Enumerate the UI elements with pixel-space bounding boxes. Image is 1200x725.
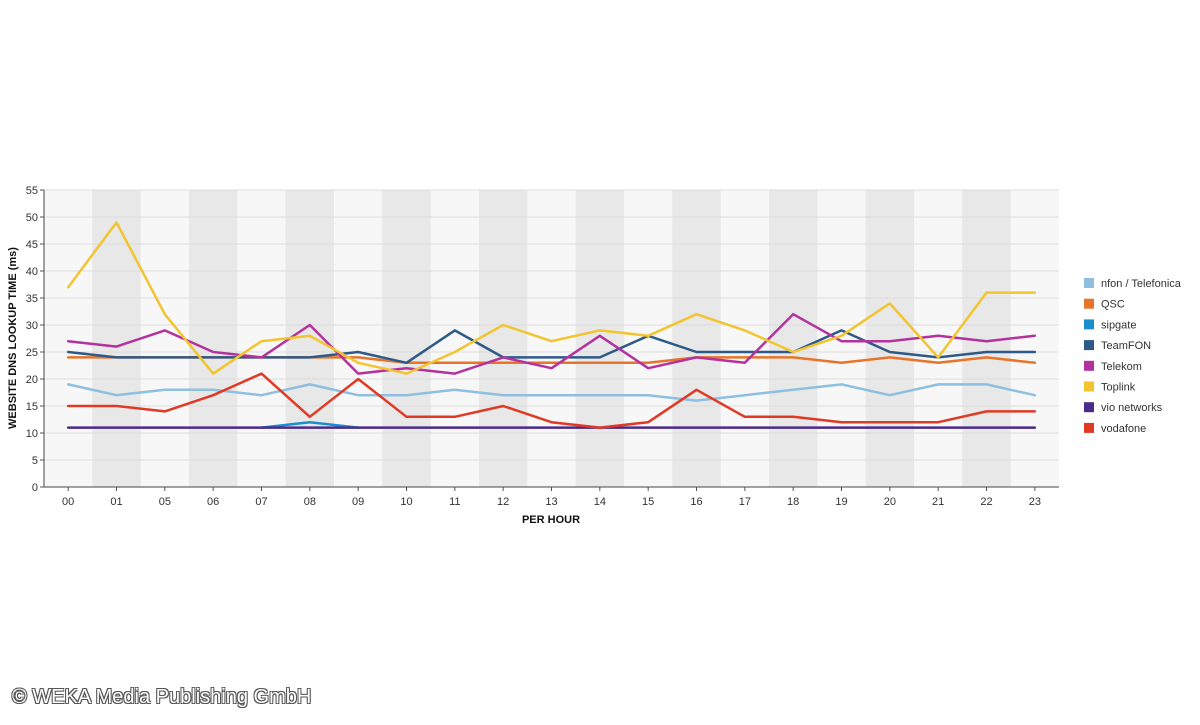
y-axis-title: WEBSITE DNS LOOKUP TIME (ms) (7, 247, 19, 429)
legend-label-sipgate: sipgate (1101, 319, 1136, 331)
column-band (769, 190, 818, 487)
x-tick-label: 00 (62, 496, 74, 508)
legend-label-nfon-telefonica: nfon / Telefonica (1101, 278, 1182, 290)
x-tick-label: 06 (207, 496, 219, 508)
x-tick-label: 07 (255, 496, 267, 508)
x-tick-label: 10 (400, 496, 412, 508)
y-tick-label: 5 (32, 455, 38, 467)
legend-label-qsc: QSC (1101, 299, 1125, 311)
series-line-vodafone (66, 372, 1037, 429)
x-tick-label: 16 (690, 496, 702, 508)
x-tick-label: 11 (449, 496, 460, 508)
x-tick-label: 08 (304, 496, 316, 508)
legend-swatch-toplink (1084, 381, 1094, 392)
series-line-sipgate (260, 420, 360, 429)
x-tick-label: 05 (159, 496, 171, 508)
series-line-telekom (66, 312, 1037, 375)
y-axis-ticks: 0 5 10 15 20 25 30 35 40 45 50 55 (26, 185, 44, 494)
y-tick-label: 40 (26, 266, 38, 278)
legend-swatch-vio-networks (1084, 402, 1094, 413)
column-band (92, 190, 141, 487)
legend: nfon / Telefonica QSC sipgate TeamFON Teleko… (1084, 278, 1182, 435)
x-tick-label: 15 (642, 496, 654, 508)
legend-swatch-nfon-telefonica (1084, 278, 1094, 288)
x-axis-title: PER HOUR (522, 514, 580, 526)
x-tick-label: 19 (835, 496, 847, 508)
series-line-nfon-telefonica (66, 383, 1037, 402)
x-tick-label: 17 (739, 496, 751, 508)
x-tick-label: 01 (110, 496, 122, 508)
y-tick-label: 10 (26, 428, 38, 440)
series-lines (66, 221, 1037, 429)
x-tick-label: 09 (352, 496, 364, 508)
legend-swatch-teamfon (1084, 340, 1094, 351)
y-tick-label: 25 (26, 347, 38, 359)
y-tick-label: 35 (26, 293, 38, 305)
column-band (575, 190, 624, 487)
y-tick-label: 0 (32, 482, 38, 494)
legend-swatch-qsc (1084, 298, 1094, 309)
column-band (479, 190, 528, 487)
legend-label-vio-networks: vio networks (1101, 402, 1163, 414)
x-tick-label: 12 (497, 496, 509, 508)
series-line-teamfon (66, 329, 1037, 365)
legend-label-toplink: Toplink (1101, 382, 1136, 394)
series-line-toplink (66, 221, 1037, 375)
column-band (382, 190, 431, 487)
y-tick-label: 15 (26, 401, 38, 413)
x-tick-label: 20 (884, 496, 896, 508)
legend-label-teamfon: TeamFON (1101, 340, 1151, 352)
y-tick-label: 50 (26, 212, 38, 224)
y-tick-label: 55 (26, 185, 38, 197)
y-tick-label: 30 (26, 320, 38, 332)
x-tick-label: 14 (594, 496, 606, 508)
x-tick-label: 21 (932, 496, 944, 508)
y-tick-label: 20 (26, 374, 38, 386)
x-tick-label: 23 (1029, 496, 1041, 508)
x-tick-label: 13 (545, 496, 557, 508)
legend-label-telekom: Telekom (1101, 361, 1142, 373)
copyright-watermark: © WEKA Media Publishing GmbH (12, 686, 312, 708)
column-band (672, 190, 721, 487)
column-band (189, 190, 238, 487)
legend-label-vodafone: vodafone (1101, 423, 1146, 435)
legend-swatch-vodafone (1084, 422, 1094, 433)
x-axis-ticks: 00 01 05 06 07 08 09 10 11 12 13 14 15 16 17 18 19 20 21 22… (62, 487, 1041, 508)
x-tick-label: 22 (980, 496, 992, 508)
y-tick-label: 45 (26, 239, 38, 251)
x-tick-label: 18 (787, 496, 799, 508)
column-bands (44, 190, 1059, 487)
legend-swatch-sipgate (1084, 319, 1094, 330)
legend-swatch-telekom (1084, 360, 1094, 371)
